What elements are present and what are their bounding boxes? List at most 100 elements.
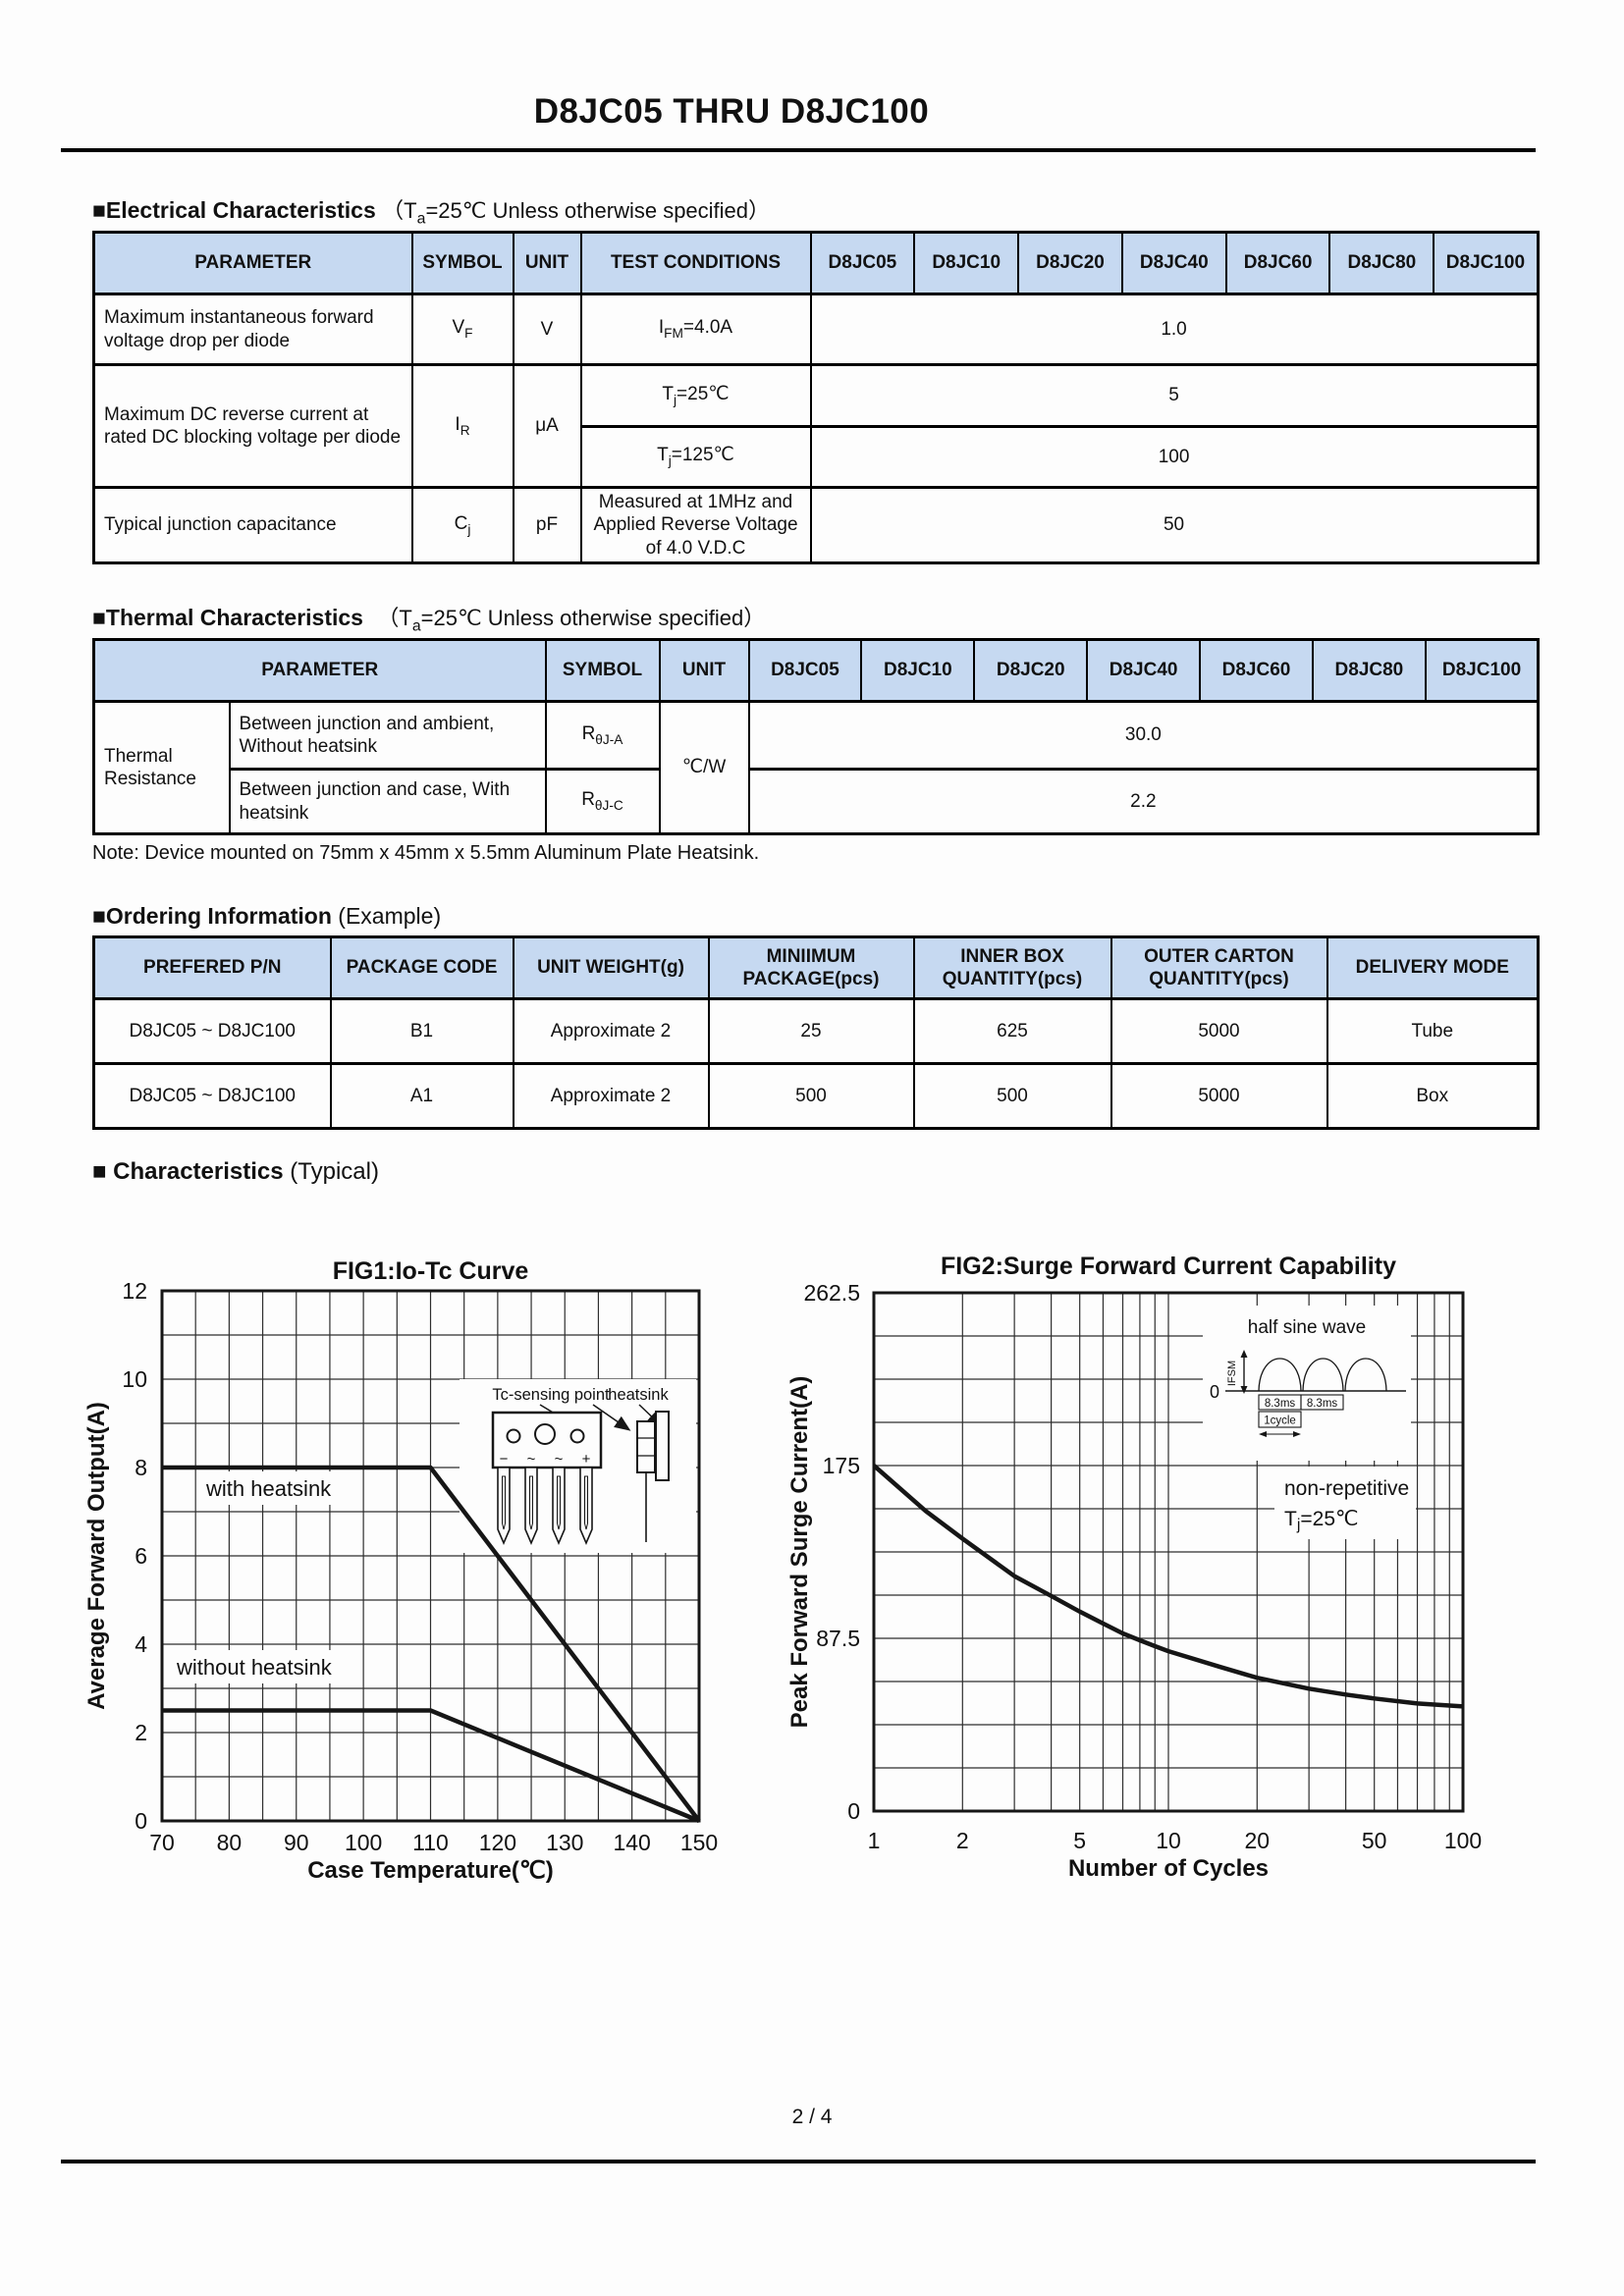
param-cell: Between junction and ambient, Without he… [228, 700, 547, 771]
svg-text:262.5: 262.5 [803, 1280, 860, 1306]
half-sine-wave-label: half sine wave [1248, 1317, 1366, 1338]
svg-text:100: 100 [1444, 1828, 1482, 1853]
ifsm-axis-label: IFSM [1226, 1361, 1238, 1386]
condition-cell: IFM=4.0A [579, 293, 812, 366]
heatsink-plate [655, 1411, 670, 1481]
unit-cell: pF [512, 486, 582, 564]
svg-text:6: 6 [135, 1543, 147, 1569]
condition-cell: Measured at 1MHz and Applied Reverse Vol… [579, 486, 812, 564]
table-row: Thermal Resistance Between junction and … [92, 700, 1540, 835]
unit-cell: V [512, 293, 582, 366]
electrical-section-heading: ■Electrical Characteristics （Ta=25℃ Unle… [92, 197, 771, 228]
svg-text:8: 8 [135, 1455, 147, 1480]
svg-text:1: 1 [868, 1828, 881, 1853]
bridge-package-side [636, 1420, 656, 1473]
svg-text:12: 12 [122, 1278, 147, 1304]
svg-text:Case Temperature(℃): Case Temperature(℃) [307, 1857, 554, 1884]
table-header-row: PARAMETER SYMBOL UNIT D8JC05 D8JC10 D8JC… [92, 638, 1540, 703]
fig2-annotation-non-repetitive: non-repetitive Tj=25℃ [1274, 1467, 1416, 1539]
ordering-information-table: PREFERED P/N PACKAGE CODE UNIT WEIGHT(g)… [92, 935, 1540, 1130]
svg-text:50: 50 [1362, 1828, 1387, 1853]
heatsink-note: Note: Device mounted on 75mm x 45mm x 5.… [92, 842, 760, 864]
title-rule [61, 148, 1536, 152]
svg-text:2: 2 [956, 1828, 969, 1853]
footer-rule [61, 2160, 1536, 2163]
pin-ac-label: ~ [527, 1451, 536, 1468]
param-cell: Between junction and case, With heatsink [228, 768, 547, 835]
svg-text:70: 70 [149, 1830, 175, 1855]
table-header-row: PREFERED P/N PACKAGE CODE UNIT WEIGHT(g)… [92, 935, 1540, 1000]
param-group-cell: Thermal Resistance [92, 700, 231, 835]
characteristics-section-heading: ■ Characteristics (Typical) [92, 1158, 379, 1185]
table-row: Maximum instantaneous forward voltage dr… [92, 293, 1540, 366]
svg-text:FIG1:Io-Tc Curve: FIG1:Io-Tc Curve [333, 1257, 529, 1285]
electrical-characteristics-table: PARAMETER SYMBOL UNIT TEST CONDITIONS D8… [92, 231, 1540, 564]
series-label-with-heatsink: with heatsink [205, 1476, 332, 1501]
svg-text:Number of Cycles: Number of Cycles [1068, 1855, 1269, 1882]
condition-cell: Tj=25℃ [579, 363, 812, 428]
svg-text:0: 0 [135, 1808, 147, 1834]
value-cell: 50 [809, 486, 1540, 564]
svg-text:Average Forward Output(A): Average Forward Output(A) [83, 1402, 110, 1710]
annotation-line1: non-repetitive [1284, 1477, 1409, 1500]
pin-ac-label: ~ [555, 1451, 564, 1468]
value-cell: 30.0 [747, 700, 1540, 771]
ordering-section-heading: ■Ordering Information (Example) [92, 903, 442, 929]
symbol-cell: RθJ-A [544, 700, 661, 771]
svg-text:10: 10 [1156, 1828, 1181, 1853]
sine-humps [1258, 1358, 1387, 1392]
svg-text:2: 2 [135, 1720, 147, 1745]
ms-label: 8.3ms [1307, 1398, 1338, 1410]
svg-text:100: 100 [345, 1830, 382, 1855]
thermal-characteristics-table: PARAMETER SYMBOL UNIT D8JC05 D8JC10 D8JC… [92, 638, 1541, 835]
heatsink-label: heatsink [608, 1386, 669, 1404]
page-number: 2 / 4 [791, 2106, 833, 2128]
fig2-surge-current-chart: 1 2 5 10 20 50 100 0 87.5 175 262.5 FIG2:Surge Forw… [786, 1253, 1482, 1882]
series-label-without-heatsink: without heatsink [176, 1655, 333, 1680]
value-cell: 5 [809, 363, 1540, 428]
svg-text:0: 0 [847, 1798, 860, 1824]
svg-text:130: 130 [546, 1830, 583, 1855]
svg-text:150: 150 [680, 1830, 718, 1855]
svg-text:110: 110 [412, 1830, 449, 1855]
table-row: Tj=125℃ 100 [94, 425, 1540, 489]
svg-text:5: 5 [1073, 1828, 1086, 1853]
fig2-inset-half-sine-wave: half sine wave 0 IFSM 8.3ms 8. [1203, 1306, 1411, 1461]
fig1-inset-package-drawing: Tc-sensing point heatsink − ~ ~ + [460, 1379, 696, 1553]
table-row: Maximum DC reverse current at rated DC b… [92, 363, 1540, 489]
svg-text:Peak Forward Surge Current(A): Peak Forward Surge Current(A) [786, 1376, 813, 1729]
fig1-io-tc-chart: 70 80 90 100 110 120 130 140 150 0 2 4 6 8 10 12 FIG1:Io… [83, 1257, 718, 1884]
svg-text:120: 120 [479, 1830, 516, 1855]
table-header-row: PARAMETER SYMBOL UNIT TEST CONDITIONS D8… [92, 231, 1540, 295]
value-cell: 1.0 [809, 293, 1540, 366]
symbol-cell: RθJ-C [544, 768, 661, 835]
symbol-cell: Cj [410, 486, 514, 564]
svg-text:80: 80 [217, 1830, 243, 1855]
svg-text:175: 175 [823, 1453, 860, 1478]
svg-text:20: 20 [1245, 1828, 1271, 1853]
symbol-cell: IR [410, 363, 514, 489]
value-cell: 100 [809, 425, 1540, 489]
ms-label: 8.3ms [1265, 1398, 1296, 1410]
svg-text:87.5: 87.5 [816, 1626, 860, 1651]
table-row: D8JC05 ~ D8JC100 A1 Approximate 2 500 50… [92, 1062, 1540, 1130]
param-cell: Maximum DC reverse current at rated DC b… [92, 363, 413, 489]
package-pins [497, 1467, 593, 1546]
series-label-bg [167, 1650, 350, 1683]
tc-sensing-point-label: Tc-sensing point [492, 1386, 610, 1404]
unit-cell: ℃/W [658, 700, 750, 835]
table-row: Between junction and case, With heatsink… [94, 768, 1540, 835]
param-cell: Typical junction capacitance [92, 486, 413, 564]
svg-text:4: 4 [135, 1631, 147, 1657]
svg-text:90: 90 [284, 1830, 309, 1855]
value-cell: 2.2 [747, 768, 1540, 835]
svg-text:10: 10 [122, 1366, 147, 1392]
svg-text:140: 140 [613, 1830, 650, 1855]
unit-cell: μA [512, 363, 582, 489]
annotation-line2: Tj=25℃ [1284, 1508, 1359, 1533]
svg-text:FIG2:Surge Forward Current Cap: FIG2:Surge Forward Current Capability [941, 1253, 1396, 1280]
table-row: D8JC05 ~ D8JC100 B1 Approximate 2 25 625… [92, 997, 1540, 1065]
page-title: D8JC05 THRU D8JC100 [533, 92, 930, 131]
pin-minus-label: − [500, 1451, 509, 1468]
